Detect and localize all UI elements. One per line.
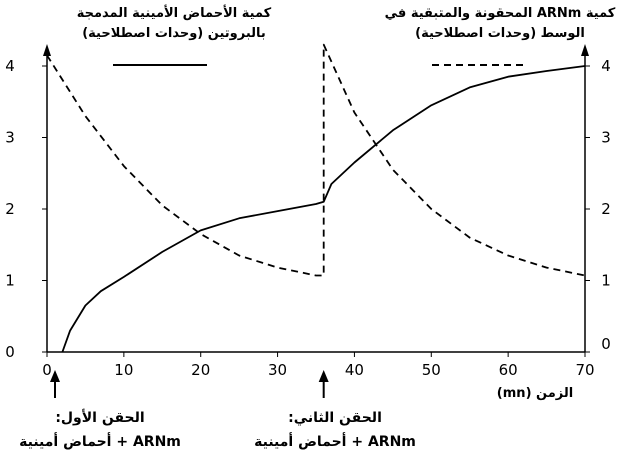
y-left-tick-label: 1 xyxy=(5,272,15,290)
y-right-tick-label: 0 xyxy=(601,335,611,353)
y-right-tick-label: 4 xyxy=(601,57,611,75)
x-tick-label: 40 xyxy=(345,361,364,379)
legend-solid-label: كمية الأحماض الأمينية المدمجة بالبروتين … xyxy=(44,4,304,44)
series-line-amino-acids-incorporated xyxy=(61,65,586,353)
y-left-tick-label: 3 xyxy=(5,129,15,147)
x-tick-label: 0 xyxy=(42,361,52,379)
injection-label-1: الحقن الأول: ARNm + أحماض أمينية xyxy=(0,406,200,454)
y-right-tick-label: 2 xyxy=(601,200,611,218)
legend-solid-line1: كمية الأحماض الأمينية المدمجة xyxy=(76,6,272,21)
y-axis-right-arrowhead xyxy=(581,44,589,56)
y-left-tick-label: 4 xyxy=(5,57,15,75)
injection-label-2: الحقن الثاني: ARNm + أحماض أمينية xyxy=(220,406,450,454)
y-axis-left-arrowhead xyxy=(43,44,51,56)
y-left-tick-label: 2 xyxy=(5,200,15,218)
injection-arrowhead xyxy=(318,370,329,382)
injection-2-line1: الحقن الثاني: xyxy=(288,410,382,426)
legend-dashed-line2: الوسط (وحدات اصطلاحية) xyxy=(415,26,585,41)
injection-2-line2: ARNm + أحماض أمينية xyxy=(254,434,416,450)
x-tick-label: 60 xyxy=(499,361,518,379)
legend-solid-line2: بالبروتين (وحدات اصطلاحية) xyxy=(82,26,266,41)
legend-dashed-line1: كمية ARNm المحقونة والمتبقية في xyxy=(384,6,616,21)
y-right-tick-label: 3 xyxy=(601,129,611,147)
x-tick-label: 30 xyxy=(268,361,287,379)
legend-dashed-label: كمية ARNm المحقونة والمتبقية في الوسط (و… xyxy=(384,4,616,44)
injection-arrows xyxy=(50,370,329,398)
injection-arrowhead xyxy=(50,370,60,382)
injection-1-line1: الحقن الأول: xyxy=(55,410,145,426)
x-tick-label: 10 xyxy=(114,361,133,379)
series xyxy=(46,43,586,353)
axes xyxy=(43,44,589,353)
x-tick-label: 20 xyxy=(191,361,210,379)
x-axis-label: الزمن (mn) xyxy=(496,386,574,401)
injection-1-line2: ARNm + أحماض أمينية xyxy=(19,434,181,450)
x-tick-label: 50 xyxy=(422,361,441,379)
y-right-tick-label: 1 xyxy=(601,272,611,290)
y-left-tick-label: 0 xyxy=(5,343,15,361)
series-line-arnm-remaining xyxy=(46,43,586,277)
x-tick-label: 70 xyxy=(575,361,594,379)
